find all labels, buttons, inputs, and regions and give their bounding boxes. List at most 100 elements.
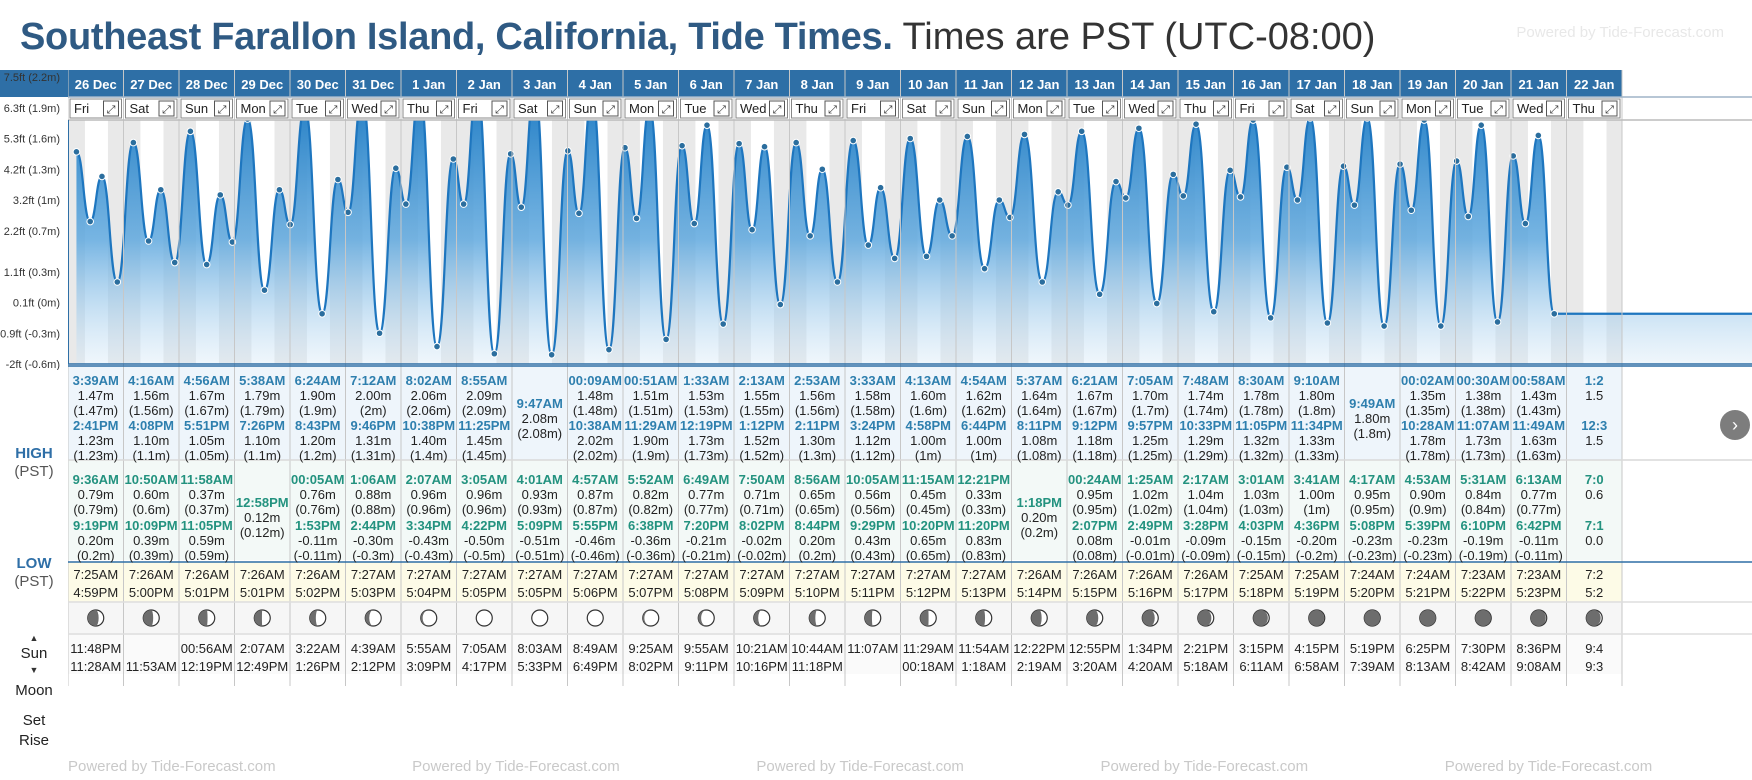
low-tide-time: 10:09PM	[124, 518, 178, 533]
high-tide-height-alt: (1.56m)	[794, 403, 840, 418]
sunrise-time: 7:2	[1585, 567, 1604, 582]
low-tide-time: 1:18PM	[1016, 495, 1063, 510]
low-tide-height-alt: (-0.5m)	[463, 548, 506, 563]
high-tide-time: 4:58PM	[905, 418, 952, 433]
weekday-label: Sat	[907, 101, 927, 116]
date-label: 30 Dec	[297, 77, 339, 92]
low-tide-time: 5:39PM	[1404, 518, 1451, 533]
low-tide-time: 4:01AM	[516, 472, 563, 487]
weekday-label: Thu	[407, 101, 429, 116]
moon-times-cell-bg	[1400, 634, 1456, 674]
date-header-cell	[290, 70, 346, 97]
sun-cell-bg	[179, 562, 235, 602]
high-tide-height: 1.12m	[854, 433, 891, 448]
high-cell-bg	[68, 366, 124, 460]
expand-icon: ⤢	[329, 104, 338, 116]
low-tide-height-alt: (-0.11m)	[1514, 548, 1563, 563]
date-header-cell	[123, 70, 179, 97]
expand-icon: ⤢	[1272, 104, 1281, 116]
high-cell-bg	[1233, 366, 1289, 460]
moon-shadow	[1530, 610, 1546, 626]
powered-by-top[interactable]: Powered by Tide-Forecast.com	[1516, 24, 1724, 41]
low-tide-height-alt: (-0.46m)	[570, 548, 620, 563]
low-tide-time: 2:07PM	[1071, 518, 1118, 533]
low-tide-height-alt: (0.33m)	[961, 502, 1007, 517]
moonset-time: 10:21AM	[735, 641, 788, 656]
high-tide-height-alt: (1.67m)	[1072, 403, 1118, 418]
date-header-cell	[734, 70, 790, 97]
moon-shadow	[365, 610, 374, 626]
tide-point	[1266, 314, 1275, 322]
low-cell-bg	[1455, 460, 1511, 560]
high-tide-time: 11:34PM	[1290, 418, 1343, 433]
sun-cell-bg	[1566, 562, 1622, 602]
date-label: 27 Dec	[130, 77, 172, 92]
tide-point	[1095, 290, 1104, 299]
high-tide-height: 1.60m	[910, 388, 947, 403]
low-tide-time: 5:08PM	[1349, 518, 1396, 533]
high-tide-time: 11:07AM	[1456, 418, 1510, 433]
moonset-time: 4:15PM	[1294, 641, 1340, 656]
high-tide-height: 1.80m	[1298, 388, 1335, 403]
low-tide-height-alt: (0.6m)	[132, 502, 171, 517]
high-tide-height: 1.23m	[77, 433, 114, 448]
high-tide-height: 1.40m	[410, 433, 447, 448]
low-tide-time: 9:36AM	[72, 472, 119, 487]
sun-cell-bg	[1067, 562, 1123, 602]
weekday-label: Wed	[352, 101, 379, 116]
high-cell-bg	[1067, 366, 1123, 460]
tide-point	[1020, 130, 1029, 139]
low-tide-height: 0.56m	[854, 487, 891, 502]
high-tide-height: 1.90m	[632, 433, 669, 448]
weekday-label: Thu	[796, 101, 818, 116]
low-tide-height: -0.23m	[1352, 533, 1393, 548]
high-tide-height: 1.67m	[188, 388, 225, 403]
moon-times-cell-bg	[1067, 634, 1123, 674]
date-header-cell	[1566, 70, 1622, 97]
y-axis-tick-label: 5.3ft (1.6m)	[4, 134, 60, 146]
tide-point	[748, 225, 756, 234]
low-cell-bg	[179, 460, 235, 560]
high-tide-time: 7:48AM	[1182, 373, 1229, 388]
sunset-time: 5:07PM	[628, 585, 674, 600]
low-tide-time: 9:19PM	[72, 518, 119, 533]
expand-button	[325, 100, 341, 117]
date-label: 28 Dec	[186, 77, 228, 92]
low-tide-height-alt: (0.65m)	[905, 548, 951, 563]
low-cell-bg	[123, 460, 179, 560]
tide-point	[1135, 124, 1143, 133]
high-tide-time: 00:30AM	[1456, 373, 1510, 388]
sun-cell-bg	[68, 562, 124, 602]
low-cell-bg	[567, 460, 623, 560]
tide-point	[1339, 162, 1348, 170]
weekday-label: Sat	[518, 101, 538, 116]
date-label: 14 Jan	[1130, 77, 1171, 92]
low-tide-height: -0.15m	[1241, 533, 1282, 548]
next-arrow-button[interactable]: ›	[1720, 410, 1750, 440]
high-cell-bg	[734, 366, 790, 460]
low-tide-time: 00:05AM	[291, 472, 345, 487]
moon-times-cell-bg	[567, 634, 623, 674]
high-tide-height-alt: (1.8m)	[1353, 425, 1392, 441]
low-tide-time: 00:24AM	[1068, 472, 1122, 487]
moon-shadow	[1253, 610, 1268, 626]
date-label: 6 Jan	[690, 77, 723, 92]
moon-phase-icon	[475, 609, 493, 627]
high-tide-time: 2:53AM	[794, 373, 841, 388]
high-cell-bg	[456, 366, 512, 460]
weekday-label: Fri	[1240, 101, 1255, 116]
date-label: 4 Jan	[579, 77, 612, 92]
high-tide-height: 1.63m	[1520, 433, 1557, 448]
high-tide-time: 4:56AM	[183, 373, 230, 388]
expand-icon: ⤢	[773, 104, 782, 116]
moon-times-cell-bg	[1233, 634, 1289, 674]
low-tide-height-alt: (-0.23m)	[1403, 548, 1453, 563]
low-tide-time: 3:34PM	[405, 518, 452, 533]
sunset-time: 5:01PM	[184, 585, 230, 600]
sunrise-time: 7:27AM	[683, 567, 729, 582]
expand-icon: ⤢	[606, 104, 615, 116]
high-tide-time: 1:12PM	[738, 418, 785, 433]
low-tide-height: 0.95m	[1354, 487, 1391, 502]
tide-point	[1521, 219, 1530, 228]
high-tide-time: 00:58AM	[1512, 373, 1566, 388]
